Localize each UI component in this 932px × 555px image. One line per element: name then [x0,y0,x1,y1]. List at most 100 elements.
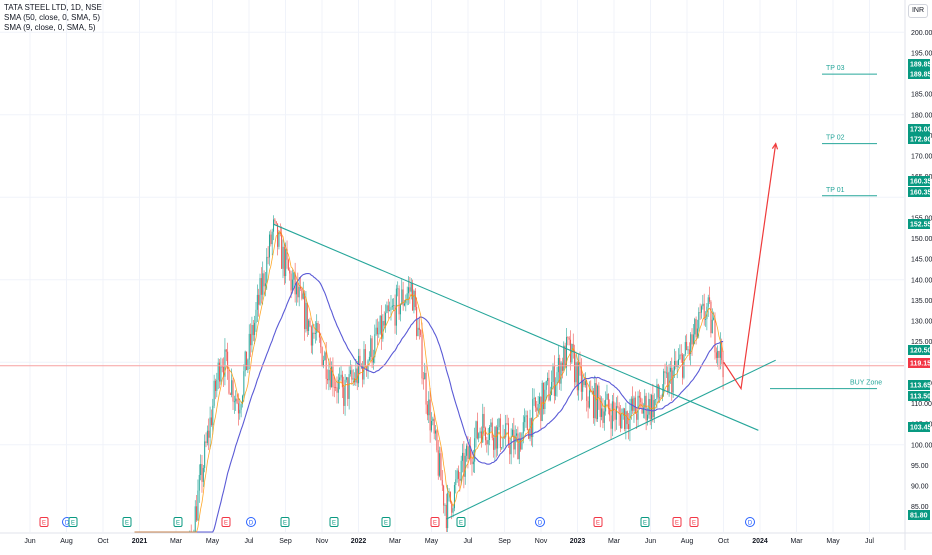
candle-up [358,348,360,388]
candle-down [636,407,638,429]
price-badge: 172.90 [908,134,932,144]
candle-up [533,388,535,406]
candle-body [526,415,528,431]
candle-up [684,335,686,357]
candle-body [202,467,204,482]
candle-down [196,494,198,523]
candle-down [359,348,361,375]
candle-body [588,390,590,408]
candle-up [545,380,547,401]
candle-down [709,286,711,304]
candle-body [286,249,288,260]
candle-body [313,332,315,334]
candle-body [359,355,361,367]
target-label: TP 02 [826,135,845,142]
price-badge: 103.45 [908,422,932,432]
candle-body [487,440,489,445]
candle-down [364,344,366,368]
candle-body [210,417,212,426]
candle-body [505,423,507,438]
candle-body [513,429,515,450]
earnings-marker: E [329,517,339,527]
candle-up [633,395,635,423]
candle-down [619,405,621,433]
candle-body [274,219,276,222]
currency-badge[interactable]: INR [908,4,928,18]
candle-up [489,425,491,446]
candle-down [441,470,443,491]
x-tick-label: Jun [24,538,35,545]
candle-up [345,376,347,383]
candle-up [475,420,477,448]
candle-body [613,401,615,411]
marker-letter: E [332,521,336,527]
candle-up [316,314,318,341]
candle-down [327,369,329,385]
candle-body [327,378,329,381]
candle-up [464,448,466,485]
candle-body [656,384,658,400]
candle-down [205,432,207,448]
candle-body [449,491,451,503]
candle-down [246,351,248,371]
candle-body [597,385,599,420]
y-tick-label: 180.00 [911,112,932,119]
candle-down [710,300,712,338]
candle-body [416,306,418,337]
candle-body [345,377,347,380]
candle-down [281,226,283,269]
candle-body [417,327,419,337]
candle-body [264,283,266,287]
candle-up [594,375,596,426]
candle-down [287,258,289,271]
candle-up [395,284,397,335]
candle-up [524,408,526,432]
candle-up [308,318,310,336]
candle-body [551,381,553,395]
sma50-legend[interactable]: SMA (50, close, 0, SMA, 5) [4,13,101,22]
candle-body [464,455,466,477]
x-tick-label: Sep [498,538,511,545]
candle-body [273,219,275,232]
price-badge-text: 81.80 [910,513,928,520]
candle-up [687,346,689,355]
candle-body [611,401,613,429]
candle-body [318,331,320,338]
candle-body [209,417,211,438]
candle-down [236,393,238,405]
candle-up [494,426,496,462]
candle-body [355,368,357,383]
symbol-title[interactable]: TATA STEEL LTD, 1D, NSE [4,3,102,12]
candle-body [543,382,545,409]
candle-up [363,341,365,385]
price-badge-bg [908,345,930,355]
candle-body [607,393,609,409]
marker-letter: E [224,521,228,527]
candle-body [717,350,719,358]
candle-body [250,333,252,346]
candle-body [472,461,474,465]
candle-down [274,218,276,226]
candle-body [511,429,513,437]
candle-body [198,474,200,491]
candle-up [202,465,204,487]
sma9-legend[interactable]: SMA (9, close, 0, SMA, 5) [4,23,96,32]
candle-body [371,338,373,363]
candle-up [588,381,590,409]
candle-up [379,315,381,335]
candle-body [498,418,500,428]
candle-body [259,278,261,305]
candle-body [617,406,619,408]
candle-up [399,303,401,322]
candle-down [354,372,356,386]
candle-body [444,504,446,506]
candle-up [248,324,250,370]
candle-down [421,322,423,385]
candle-down [628,413,630,440]
candle-down [225,349,227,362]
candle-body [610,415,612,429]
candle-body [694,319,696,335]
candle-body [457,470,459,479]
